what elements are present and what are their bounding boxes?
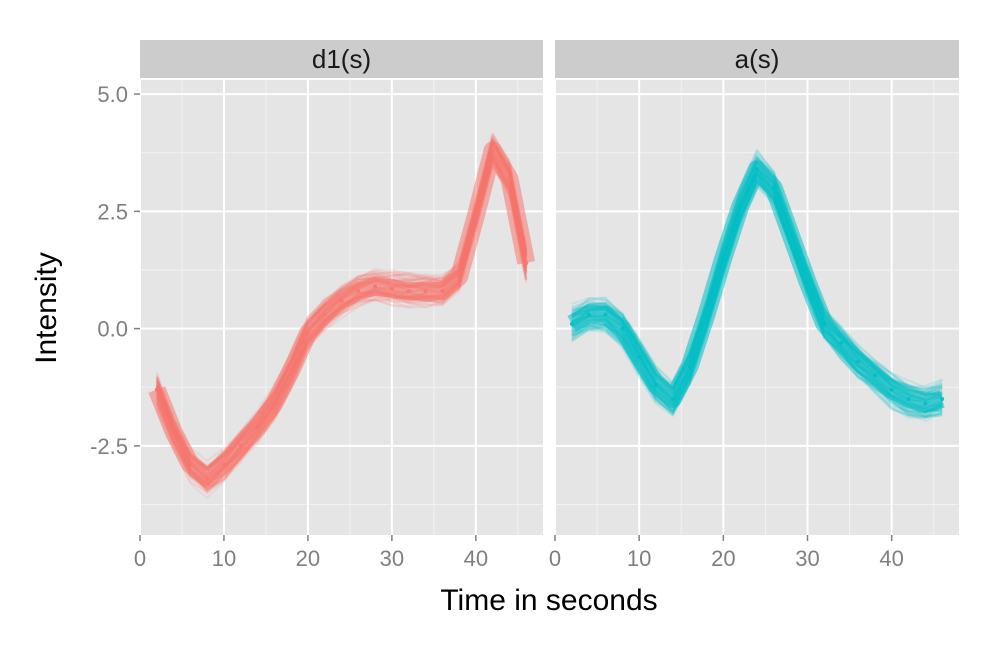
data-point xyxy=(721,256,726,261)
data-point xyxy=(255,425,260,430)
data-point xyxy=(339,298,344,303)
data-point xyxy=(440,289,445,294)
data-point xyxy=(356,289,361,294)
data-point xyxy=(586,312,591,317)
data-point xyxy=(322,312,327,317)
data-point xyxy=(238,443,243,448)
data-point xyxy=(906,396,911,401)
data-point xyxy=(805,279,810,284)
data-point xyxy=(423,289,428,294)
data-point xyxy=(305,331,310,336)
x-tick-label: 10 xyxy=(212,546,236,571)
panels: d1(s) 0 10 20 30 40 a(s) 0 10 20 30 40 xyxy=(134,40,959,571)
data-point xyxy=(923,401,928,406)
data-point xyxy=(788,232,793,237)
x-tick-label: 0 xyxy=(549,546,561,571)
series-traces xyxy=(148,132,536,500)
data-point xyxy=(188,462,193,467)
facet-strip-label: a(s) xyxy=(735,44,780,74)
x-tick-label: 30 xyxy=(795,546,819,571)
facet-strip-label: d1(s) xyxy=(312,44,371,74)
y-tick-label: -2.5 xyxy=(90,434,128,459)
data-point xyxy=(569,321,574,326)
data-point xyxy=(389,286,394,291)
data-point xyxy=(872,373,877,378)
y-axis: 5.0 2.5 0.0 -2.5 xyxy=(90,82,140,459)
data-point xyxy=(771,185,776,190)
x-tick-label: 40 xyxy=(879,546,903,571)
data-point xyxy=(940,396,945,401)
data-point xyxy=(889,387,894,392)
y-tick-label: 5.0 xyxy=(97,82,128,107)
data-point xyxy=(373,284,378,289)
facet-strip xyxy=(140,40,543,78)
data-point xyxy=(637,354,642,359)
data-point xyxy=(272,401,277,406)
data-point xyxy=(205,476,210,481)
data-point xyxy=(654,382,658,387)
data-point xyxy=(704,312,709,317)
x-axis-title: Time in seconds xyxy=(440,584,657,617)
data-point xyxy=(755,167,759,172)
x-tick-label: 30 xyxy=(380,546,404,571)
facet-strip xyxy=(555,40,959,78)
data-point xyxy=(457,275,462,280)
y-tick-label: 0.0 xyxy=(97,317,128,342)
x-tick-label: 10 xyxy=(627,546,651,571)
facet-panel-1: d1(s) 0 10 20 30 40 xyxy=(134,40,543,571)
data-point xyxy=(507,176,512,181)
data-point xyxy=(670,396,675,401)
data-point xyxy=(603,312,608,317)
x-tick-label: 40 xyxy=(464,546,488,571)
data-point xyxy=(154,387,159,392)
y-axis-title: Intensity xyxy=(30,252,63,364)
x-tick-label: 20 xyxy=(296,546,320,571)
data-point xyxy=(221,462,226,467)
x-tick-label: 20 xyxy=(711,546,735,571)
data-point xyxy=(490,148,495,153)
data-point xyxy=(839,340,844,345)
data-point xyxy=(822,321,827,326)
data-point xyxy=(406,289,411,294)
data-point xyxy=(289,368,294,373)
facet-panel-2: a(s) 0 10 20 30 40 xyxy=(549,40,959,571)
series-traces xyxy=(567,148,945,422)
data-point xyxy=(524,260,529,265)
data-point xyxy=(473,214,478,219)
data-point xyxy=(171,429,176,434)
data-point xyxy=(687,364,692,369)
y-tick-label: 2.5 xyxy=(97,199,128,224)
data-point xyxy=(738,204,743,209)
data-point xyxy=(856,359,860,364)
x-tick-label: 0 xyxy=(134,546,146,571)
data-point xyxy=(620,326,625,331)
